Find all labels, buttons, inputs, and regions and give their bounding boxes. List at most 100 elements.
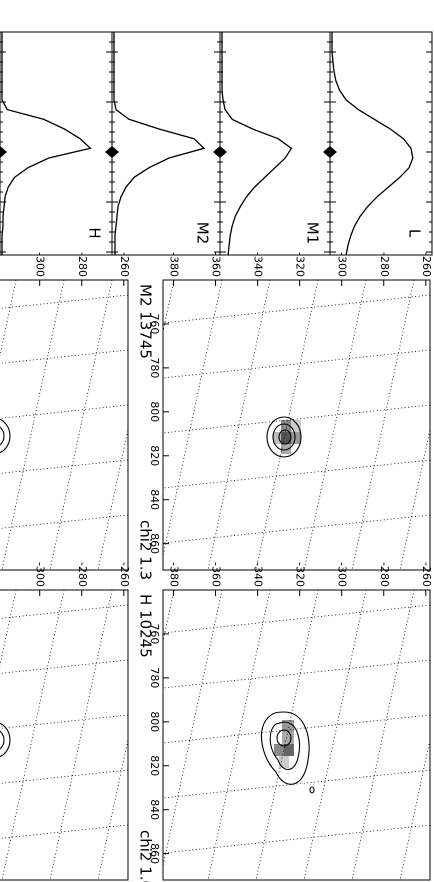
sky-grid-line xyxy=(351,280,415,570)
spectrum-line xyxy=(221,32,293,256)
panel-label: M2 xyxy=(194,222,212,245)
map-title: H 10245 xyxy=(137,594,155,658)
x-tick-label: 860 xyxy=(148,843,161,864)
sky-grid-line xyxy=(207,590,271,880)
sky-grid-line xyxy=(163,280,223,570)
map-frame xyxy=(0,279,129,571)
map-grid xyxy=(64,590,430,880)
sky-grid-line xyxy=(1,590,65,880)
x-tick-label: 820 xyxy=(148,755,161,776)
sky-grid-line xyxy=(64,280,126,570)
panel-label: M1 xyxy=(304,222,322,245)
sky-grid-line xyxy=(0,714,128,744)
map-grid xyxy=(64,280,430,570)
x-tick-label: 840 xyxy=(148,489,161,510)
y-tick-label: -260 xyxy=(420,252,433,277)
sky-grid-line xyxy=(0,404,128,434)
y-tick-label: -260 xyxy=(118,562,131,587)
y-tick-label: -300 xyxy=(336,252,349,277)
spectrum-line xyxy=(331,32,414,256)
map-title: M2 13745 xyxy=(137,284,155,359)
sky-grid-line xyxy=(0,590,17,880)
x-tick-label: 800 xyxy=(148,711,161,732)
sky-grid-line xyxy=(303,280,367,570)
y-tick-label: -340 xyxy=(252,252,265,277)
y-tick-label: -380 xyxy=(168,252,181,277)
sky-grid-line xyxy=(0,550,128,578)
x-tick-label: 800 xyxy=(148,401,161,422)
y-tick-label: -280 xyxy=(378,252,391,277)
sky-grid-line xyxy=(0,604,128,634)
sky-grid-line xyxy=(49,280,113,570)
sky-grid-line xyxy=(163,769,430,799)
y-tick-label: -380 xyxy=(168,562,181,587)
y-tick-label: -280 xyxy=(76,562,89,587)
x-tick-label: 760 xyxy=(148,623,161,644)
map-image xyxy=(0,417,11,455)
sky-grid-line xyxy=(163,590,223,880)
sky-grid-line xyxy=(207,280,271,570)
spectrum-line xyxy=(113,32,206,255)
y-tick-label: -360 xyxy=(210,252,223,277)
y-tick-label: -280 xyxy=(378,562,391,587)
sky-grid-line xyxy=(163,294,430,324)
y-tick-label: -300 xyxy=(34,252,47,277)
sky-grid-line xyxy=(163,349,430,379)
panel-label: L xyxy=(406,229,424,238)
map-panel: -260 -280 -300 -320 -340 -360 -380 760 780 800 820… xyxy=(64,562,433,881)
sky-grid-line xyxy=(163,714,430,744)
sky-grid-line xyxy=(351,590,415,880)
sky-grid-line xyxy=(0,569,128,570)
sky-grid-line xyxy=(64,590,126,880)
sky-grid-line xyxy=(1,280,65,570)
spectrum-line xyxy=(1,32,92,255)
panel-label: H xyxy=(86,227,104,238)
sky-grid-line xyxy=(163,590,175,880)
sky-grid-line xyxy=(0,659,128,689)
map-frame xyxy=(162,279,431,571)
panel-frame xyxy=(0,31,113,256)
map-grid xyxy=(0,550,128,880)
sky-grid-line xyxy=(0,514,128,544)
x-tick-label: 760 xyxy=(148,313,161,334)
y-tick-label: -260 xyxy=(420,562,433,587)
x-tick-label: 860 xyxy=(148,533,161,554)
map-panel: -260 -280 -300 H 10245 chi2 1.6 xyxy=(0,550,155,882)
y-tick-label: -360 xyxy=(210,562,223,587)
sky-grid-line xyxy=(0,769,128,799)
x-tick-label: 780 xyxy=(148,357,161,378)
sky-grid-line xyxy=(0,349,128,379)
y-tick-label: -300 xyxy=(336,562,349,587)
y-tick-label: -280 xyxy=(76,252,89,277)
sky-grid-line xyxy=(163,659,430,689)
map-frame xyxy=(0,589,129,881)
sky-grid-line xyxy=(0,459,128,489)
panel-frame xyxy=(329,31,433,256)
sky-grid-line xyxy=(399,590,430,880)
map-panel: -260 -280 -300 M2 13745 chi2 1.3 xyxy=(0,240,155,580)
map-panel: -260 -280 -300 -320 -340 -360 -380 760 780 800 820… xyxy=(64,252,433,571)
sky-grid-line xyxy=(163,459,430,489)
map-image xyxy=(266,416,302,458)
map-image xyxy=(261,711,315,794)
sky-grid-line xyxy=(163,514,430,544)
map-annotation: chi2 1.3 xyxy=(137,520,155,580)
sky-grid-line xyxy=(255,280,319,570)
y-tick-label: -340 xyxy=(252,562,265,587)
map-frame xyxy=(162,589,431,881)
rotated-figure: L M1 M2 H -260 -280 -300 -320 -340 -360 -380 760 780… xyxy=(0,31,433,882)
x-tick-label: 840 xyxy=(148,799,161,820)
map-annotation: chi2 1.6 xyxy=(137,830,155,882)
y-tick-label: -300 xyxy=(34,562,47,587)
sky-grid-line xyxy=(163,604,430,634)
line-marker xyxy=(0,146,7,158)
y-tick-label: -320 xyxy=(294,562,307,587)
sky-grid-line xyxy=(163,280,175,570)
x-tick-label: 780 xyxy=(148,667,161,688)
x-tick-label: 820 xyxy=(148,445,161,466)
map-grid xyxy=(0,240,128,570)
sky-grid-line xyxy=(0,240,128,268)
sky-grid-line xyxy=(0,280,17,570)
y-tick-label: -320 xyxy=(294,252,307,277)
